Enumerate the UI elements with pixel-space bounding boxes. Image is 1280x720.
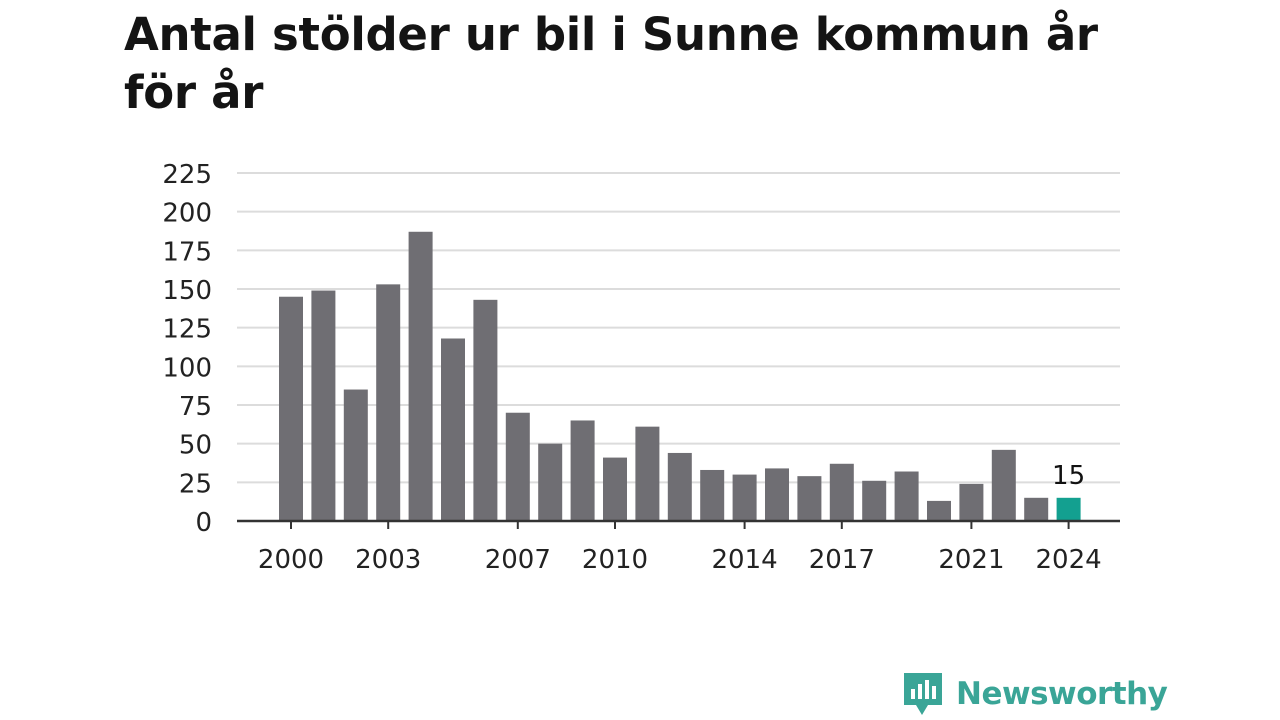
- bar: [441, 338, 465, 521]
- bar-highlight: [1056, 497, 1081, 521]
- bar: [279, 296, 303, 521]
- bar: [765, 468, 789, 521]
- bar: [538, 443, 563, 521]
- y-tick-label: 150: [162, 276, 212, 306]
- x-tick-label: 2000: [258, 545, 324, 575]
- bar: [829, 463, 854, 521]
- bar: [311, 290, 336, 521]
- bars: [279, 231, 1081, 522]
- brand-name: Newsworthy: [956, 676, 1168, 712]
- x-tick-label: 2017: [809, 545, 875, 575]
- bar: [570, 420, 595, 521]
- bar: [376, 284, 401, 521]
- y-tick-label: 25: [179, 469, 212, 499]
- bar: [603, 457, 627, 521]
- y-tick-label: 175: [162, 237, 212, 267]
- bar: [505, 412, 530, 521]
- data-label-2024: 15: [1052, 461, 1085, 491]
- newsworthy-logo-icon: [904, 673, 942, 715]
- bar: [408, 231, 433, 522]
- bar: [1024, 497, 1049, 521]
- y-tick-label: 0: [195, 508, 212, 538]
- newsworthy-logo: Newsworthy: [902, 670, 1168, 718]
- y-tick-label: 225: [162, 160, 212, 190]
- x-axis-ticks: 2000 2003 2007 2010 2014 2017 2021 2024: [258, 521, 1102, 575]
- x-tick-label: 2010: [582, 545, 648, 575]
- bar: [473, 299, 498, 521]
- bar: [797, 476, 822, 521]
- x-tick-label: 2021: [938, 545, 1004, 575]
- bar: [862, 480, 887, 521]
- bar: [700, 469, 725, 521]
- gridlines: [237, 172, 1120, 484]
- bar: [343, 389, 368, 521]
- bar: [635, 426, 660, 521]
- x-tick-label: 2014: [712, 545, 778, 575]
- y-tick-label: 125: [162, 315, 212, 345]
- chart-title: Antal stölder ur bil i Sunne kommun år f…: [124, 8, 1098, 119]
- bar: [927, 500, 951, 521]
- bar: [991, 449, 1016, 521]
- y-tick-label: 200: [162, 199, 212, 229]
- bar: [667, 452, 692, 521]
- x-tick-label: 2024: [1036, 545, 1102, 575]
- data-labels: 15: [1052, 461, 1085, 491]
- x-tick-label: 2003: [355, 545, 421, 575]
- bar: [894, 471, 919, 521]
- bar: [959, 483, 984, 521]
- bar: [732, 474, 757, 521]
- y-tick-label: 75: [179, 392, 212, 422]
- y-tick-label: 50: [179, 431, 212, 461]
- x-tick-label: 2007: [485, 545, 551, 575]
- y-tick-label: 100: [162, 353, 212, 383]
- y-axis-ticks: 0 25 50 75 100 125 150 175 200 225: [162, 160, 212, 538]
